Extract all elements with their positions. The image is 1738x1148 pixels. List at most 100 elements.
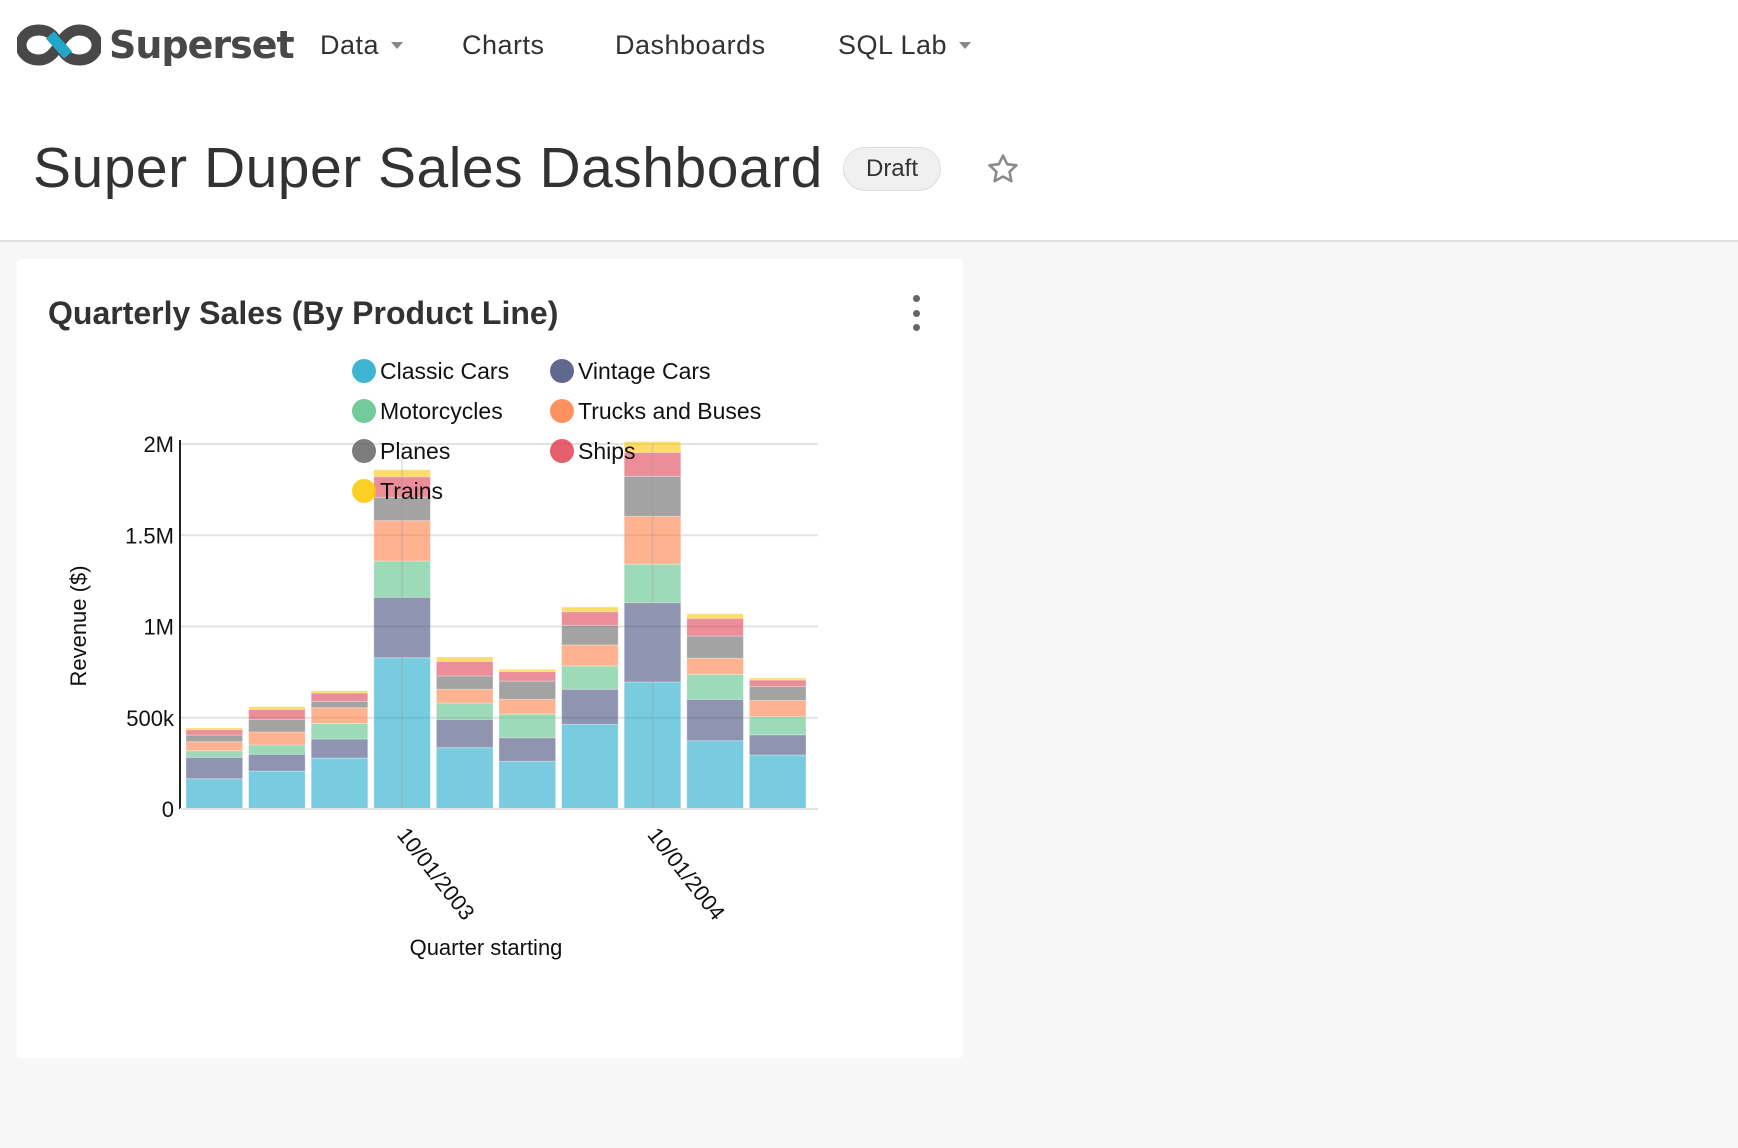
legend-label: Vintage Cars	[578, 358, 711, 384]
bar-segment-trains	[498, 668, 557, 673]
y-tick-label: 1M	[143, 615, 174, 640]
bar-segment-vintage-cars	[561, 688, 619, 725]
bar-segment-trains	[686, 613, 744, 619]
y-tick-label: 1.5M	[125, 523, 174, 548]
bar-segment-trucks-and-buses	[185, 741, 244, 752]
bar-segment-vintage-cars	[748, 734, 807, 756]
superset-infinity-icon	[17, 24, 101, 66]
bar-segment-motorcycles	[435, 702, 494, 720]
bar-segment-trains	[310, 690, 369, 694]
x-tick-label: 10/01/2003	[392, 823, 479, 925]
bar-segment-ships	[248, 708, 306, 720]
caret-down-icon	[959, 42, 972, 49]
brand-name: Superset	[109, 23, 295, 67]
y-axis-label: Revenue ($)	[66, 565, 91, 686]
legend-item[interactable]: Motorcycles	[352, 398, 503, 424]
bar-segment-classic-cars	[623, 681, 682, 810]
bar-segment-trains	[561, 606, 619, 613]
legend-swatch	[352, 399, 376, 423]
bar-segment-vintage-cars	[310, 738, 369, 759]
y-tick-label: 0	[162, 797, 174, 822]
bar-segment-planes	[435, 675, 494, 690]
bar-segment-trucks-and-buses	[686, 657, 744, 675]
bar-segment-vintage-cars	[373, 596, 431, 659]
bar-segment-trucks-and-buses	[623, 515, 682, 565]
bar-segment-classic-cars	[310, 757, 369, 810]
bar-segment-ships	[310, 692, 369, 702]
bar-segment-motorcycles	[748, 716, 807, 736]
nav-sql-lab-menu[interactable]: SQL Lab	[838, 30, 972, 61]
legend-item[interactable]: Planes	[352, 438, 450, 464]
legend-label: Trains	[380, 478, 443, 504]
bar-segment-trains	[185, 727, 244, 731]
bar-segment-classic-cars	[561, 723, 619, 810]
legend-label: Ships	[578, 438, 636, 464]
bar-segment-classic-cars	[373, 657, 431, 810]
bar-segment-trucks-and-buses	[373, 520, 431, 562]
bar-segment-trucks-and-buses	[310, 707, 369, 724]
bar-segment-planes	[310, 700, 369, 709]
legend-swatch	[550, 439, 574, 463]
bar-segment-ships	[435, 660, 494, 677]
bar-segment-vintage-cars	[185, 756, 244, 780]
chart-title: Quarterly Sales (By Product Line)	[48, 295, 559, 331]
star-outline-icon[interactable]	[986, 152, 1020, 186]
bar-segment-trains	[248, 706, 306, 710]
bar-segment-trucks-and-buses	[435, 688, 494, 704]
legend-item[interactable]: Ships	[550, 438, 636, 464]
bar-segment-planes	[248, 718, 306, 733]
legend-label: Classic Cars	[380, 358, 509, 384]
bar-segment-ships	[185, 729, 244, 736]
bar-segment-trains	[373, 469, 431, 478]
bar-segment-trucks-and-buses	[748, 699, 807, 718]
bar-segment-trains	[435, 656, 494, 662]
bar-segment-classic-cars	[248, 770, 306, 810]
caret-down-icon	[391, 42, 404, 49]
bar-segment-trucks-and-buses	[248, 731, 306, 746]
bar-segment-planes	[498, 680, 557, 700]
status-badge[interactable]: Draft	[843, 147, 941, 191]
bar-segment-vintage-cars	[498, 737, 557, 762]
bar-segment-trucks-and-buses	[561, 644, 619, 667]
nav-dashboards[interactable]: Dashboards	[615, 30, 766, 61]
legend-swatch	[550, 359, 574, 383]
bar-segment-planes	[686, 635, 744, 659]
legend-swatch	[550, 399, 574, 423]
kebab-vertical-icon[interactable]	[906, 295, 926, 331]
bar-segment-vintage-cars	[248, 753, 306, 772]
legend-item[interactable]: Classic Cars	[352, 358, 509, 384]
bar-segment-ships	[561, 611, 619, 626]
bar-segment-classic-cars	[748, 754, 807, 810]
nav-label: Charts	[462, 30, 545, 60]
superset-logo[interactable]: Superset	[17, 22, 295, 68]
bar-segment-trains	[623, 441, 682, 453]
y-tick-label: 500k	[126, 706, 175, 731]
x-tick-label: 10/01/2004	[643, 823, 730, 925]
legend-swatch	[352, 479, 376, 503]
bar-segment-classic-cars	[686, 740, 744, 810]
legend-label: Trucks and Buses	[578, 398, 761, 424]
legend-item[interactable]: Trucks and Buses	[550, 398, 761, 424]
bar-segment-motorcycles	[686, 673, 744, 700]
bar-segment-planes	[623, 475, 682, 517]
bar-segment-motorcycles	[185, 750, 244, 758]
bar-segment-planes	[561, 624, 619, 646]
legend-item[interactable]: Trains	[352, 478, 443, 504]
bar-segment-motorcycles	[248, 744, 306, 755]
legend-swatch	[352, 439, 376, 463]
legend-swatch	[352, 359, 376, 383]
dashboard-title[interactable]: Super Duper Sales Dashboard	[33, 136, 823, 200]
bar-segment-ships	[748, 679, 807, 687]
nav-charts[interactable]: Charts	[462, 30, 545, 61]
legend-item[interactable]: Vintage Cars	[550, 358, 711, 384]
bar-segment-trains	[748, 677, 807, 681]
bar-segment-motorcycles	[623, 563, 682, 604]
bar-segment-ships	[498, 671, 557, 682]
bar-segment-classic-cars	[185, 778, 244, 810]
nav-data-menu[interactable]: Data	[320, 30, 404, 61]
bar-segment-classic-cars	[435, 747, 494, 810]
bar-segment-motorcycles	[498, 713, 557, 739]
nav-label: SQL Lab	[838, 30, 948, 60]
bar-segment-motorcycles	[310, 722, 369, 740]
bar-segment-motorcycles	[561, 665, 619, 690]
